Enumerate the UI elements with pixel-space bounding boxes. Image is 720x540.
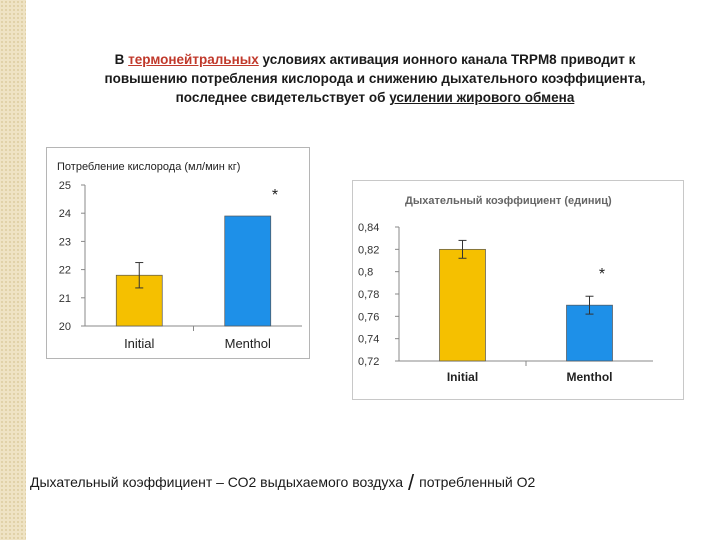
- heading-line-1: В термонейтральных условиях активация ио…: [114, 52, 636, 67]
- significance-marker: *: [599, 266, 605, 283]
- oxygen-consumption-plot: Потребление кислорода (мл/мин кг) 20 21 22 2…: [57, 161, 302, 351]
- footnote-slash: /: [408, 470, 415, 495]
- y-tick-label: 0,74: [358, 334, 379, 346]
- y-tick-label: 25: [59, 180, 71, 192]
- bar-menthol: [224, 215, 272, 327]
- y-tick-label: 21: [59, 293, 71, 305]
- formula-footnote: Дыхательный коэффициент – СО2 выдыхаемог…: [30, 470, 535, 496]
- chart-title: Дыхательный коэффициент (единиц): [405, 195, 612, 207]
- y-tick-label: 0,72: [358, 356, 379, 368]
- heading-link-word[interactable]: термонейтральных: [128, 52, 259, 67]
- y-tick-label: 0,76: [358, 311, 379, 323]
- footnote-left: Дыхательный коэффициент – СО2 выдыхаемог…: [30, 474, 404, 490]
- footnote-right: потребленный О2: [419, 474, 536, 490]
- respiratory-quotient-chart: Дыхательный коэффициент (единиц) 0,72 0,74…: [352, 180, 684, 400]
- y-tick-label: 0,82: [358, 244, 379, 256]
- heading-emphasis: усилении жирового обмена: [389, 90, 575, 105]
- y-tick-label: 0,84: [358, 222, 379, 234]
- y-tick-label: 0,8: [358, 267, 373, 279]
- respiratory-quotient-plot: Дыхательный коэффициент (единиц) 0,72 0,74…: [358, 195, 653, 384]
- significance-marker: *: [272, 187, 278, 204]
- category-label: Initial: [124, 336, 154, 351]
- y-tick-label: 22: [59, 265, 71, 277]
- oxygen-consumption-chart: Потребление кислорода (мл/мин кг) 20 21 22 2…: [46, 147, 310, 359]
- heading-line-3: последнее свидетельствует об усилении жи…: [175, 90, 575, 105]
- y-tick-label: 0,78: [358, 289, 379, 301]
- chart-title: Потребление кислорода (мл/мин кг): [57, 161, 240, 173]
- y-tick-label: 20: [59, 321, 71, 333]
- category-label: Initial: [447, 370, 478, 384]
- category-label: Menthol: [567, 370, 613, 384]
- decorative-side-strip: [0, 0, 26, 540]
- bar-initial: [439, 248, 486, 362]
- y-tick-label: 23: [59, 236, 71, 248]
- y-tick-label: 24: [59, 208, 71, 220]
- slide-heading: В термонейтральных условиях активация ио…: [30, 50, 720, 107]
- category-label: Menthol: [225, 336, 271, 351]
- heading-line-2: повышению потребления кислорода и снижен…: [104, 71, 646, 86]
